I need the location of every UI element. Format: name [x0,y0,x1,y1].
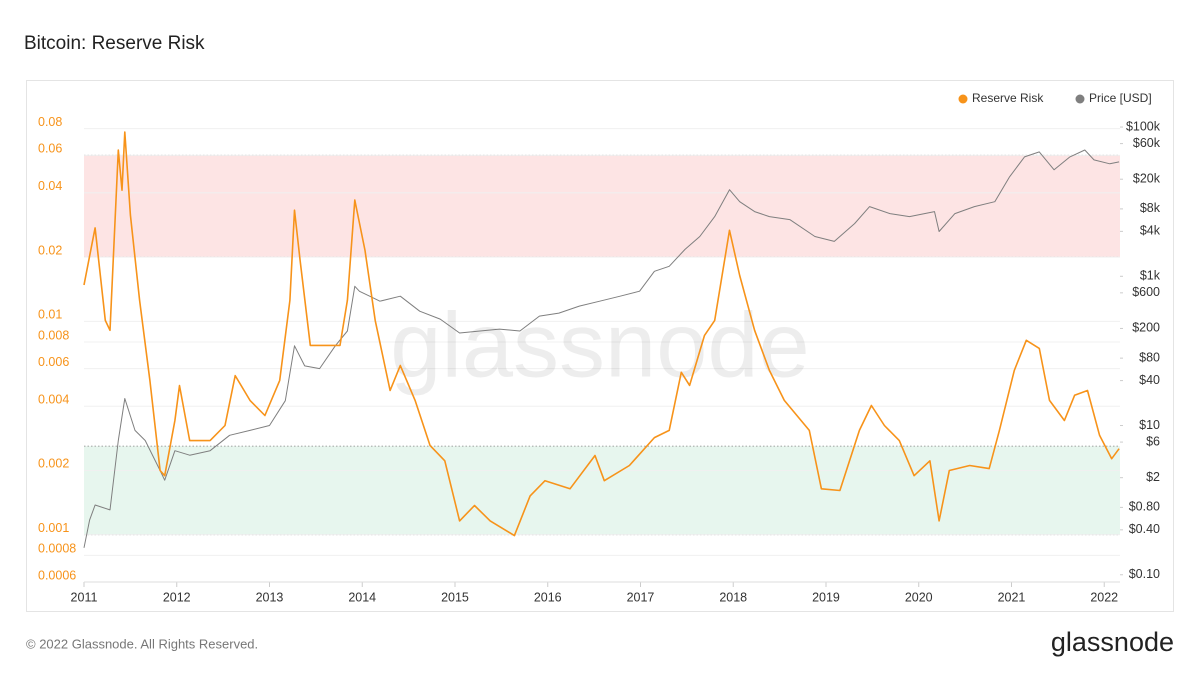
x-tick-label: 2011 [71,590,98,604]
series-line [83,149,1120,548]
y-tick-label: 0.02 [38,243,62,257]
y2-tick-label: $200 [1132,321,1160,335]
y2-tick-label: $40 [1139,373,1160,387]
x-tick-label: 2014 [348,590,376,604]
y-tick-label: 0.01 [38,308,62,322]
x-tick-label: 2021 [998,590,1026,604]
legend-label: Price [USD] [1089,91,1152,105]
logo: glassnode [1051,627,1174,657]
legend-marker [958,94,968,104]
x-tick-label: 2018 [719,590,747,604]
y2-tick-label: $0.40 [1129,522,1160,536]
y-tick-label: 0.04 [38,179,62,193]
y-tick-label: 0.0008 [38,542,76,556]
y2-tick-label: $0.80 [1129,500,1160,514]
y-tick-label: 0.06 [38,142,62,156]
y2-tick-label: $1k [1140,269,1161,283]
footer: © 2022 Glassnode. All Rights Reserved. [26,636,258,651]
legend-marker [1075,94,1085,104]
y-tick-label: 0.002 [38,457,69,471]
legend-label: Reserve Risk [972,91,1044,105]
x-tick-label: 2012 [163,590,191,604]
y2-tick-label: $10 [1139,418,1160,432]
x-tick-label: 2017 [627,590,655,604]
x-tick-label: 2022 [1090,590,1118,604]
y2-tick-label: $60k [1133,136,1161,150]
y-tick-label: 0.004 [38,393,69,407]
y2-tick-label: $0.10 [1129,567,1160,581]
y-tick-label: 0.001 [38,521,69,535]
x-tick-label: 2016 [534,590,562,604]
chart-title: Bitcoin: Reserve Risk [24,33,205,54]
series-line [83,131,1120,537]
zone-band [84,446,1120,535]
y2-tick-label: $20k [1133,172,1161,186]
x-tick-label: 2015 [441,590,469,604]
x-tick-label: 2019 [812,590,840,604]
y2-tick-label: $8k [1140,201,1161,215]
y-tick-label: 0.08 [38,115,62,129]
y2-tick-label: $600 [1132,285,1160,299]
watermark: glassnode [390,294,809,396]
y2-tick-label: $6 [1146,434,1160,448]
y2-tick-label: $100k [1126,119,1161,133]
y2-tick-label: $2 [1146,470,1160,484]
zone-band [84,155,1120,258]
x-tick-label: 2013 [256,590,284,604]
y2-tick-label: $4k [1140,224,1161,238]
y2-tick-label: $80 [1139,350,1160,364]
y-tick-label: 0.008 [38,328,69,342]
y-tick-label: 0.006 [38,355,69,369]
x-tick-label: 2020 [905,590,933,604]
chart-card [26,80,1174,612]
y-tick-label: 0.0006 [38,568,76,582]
